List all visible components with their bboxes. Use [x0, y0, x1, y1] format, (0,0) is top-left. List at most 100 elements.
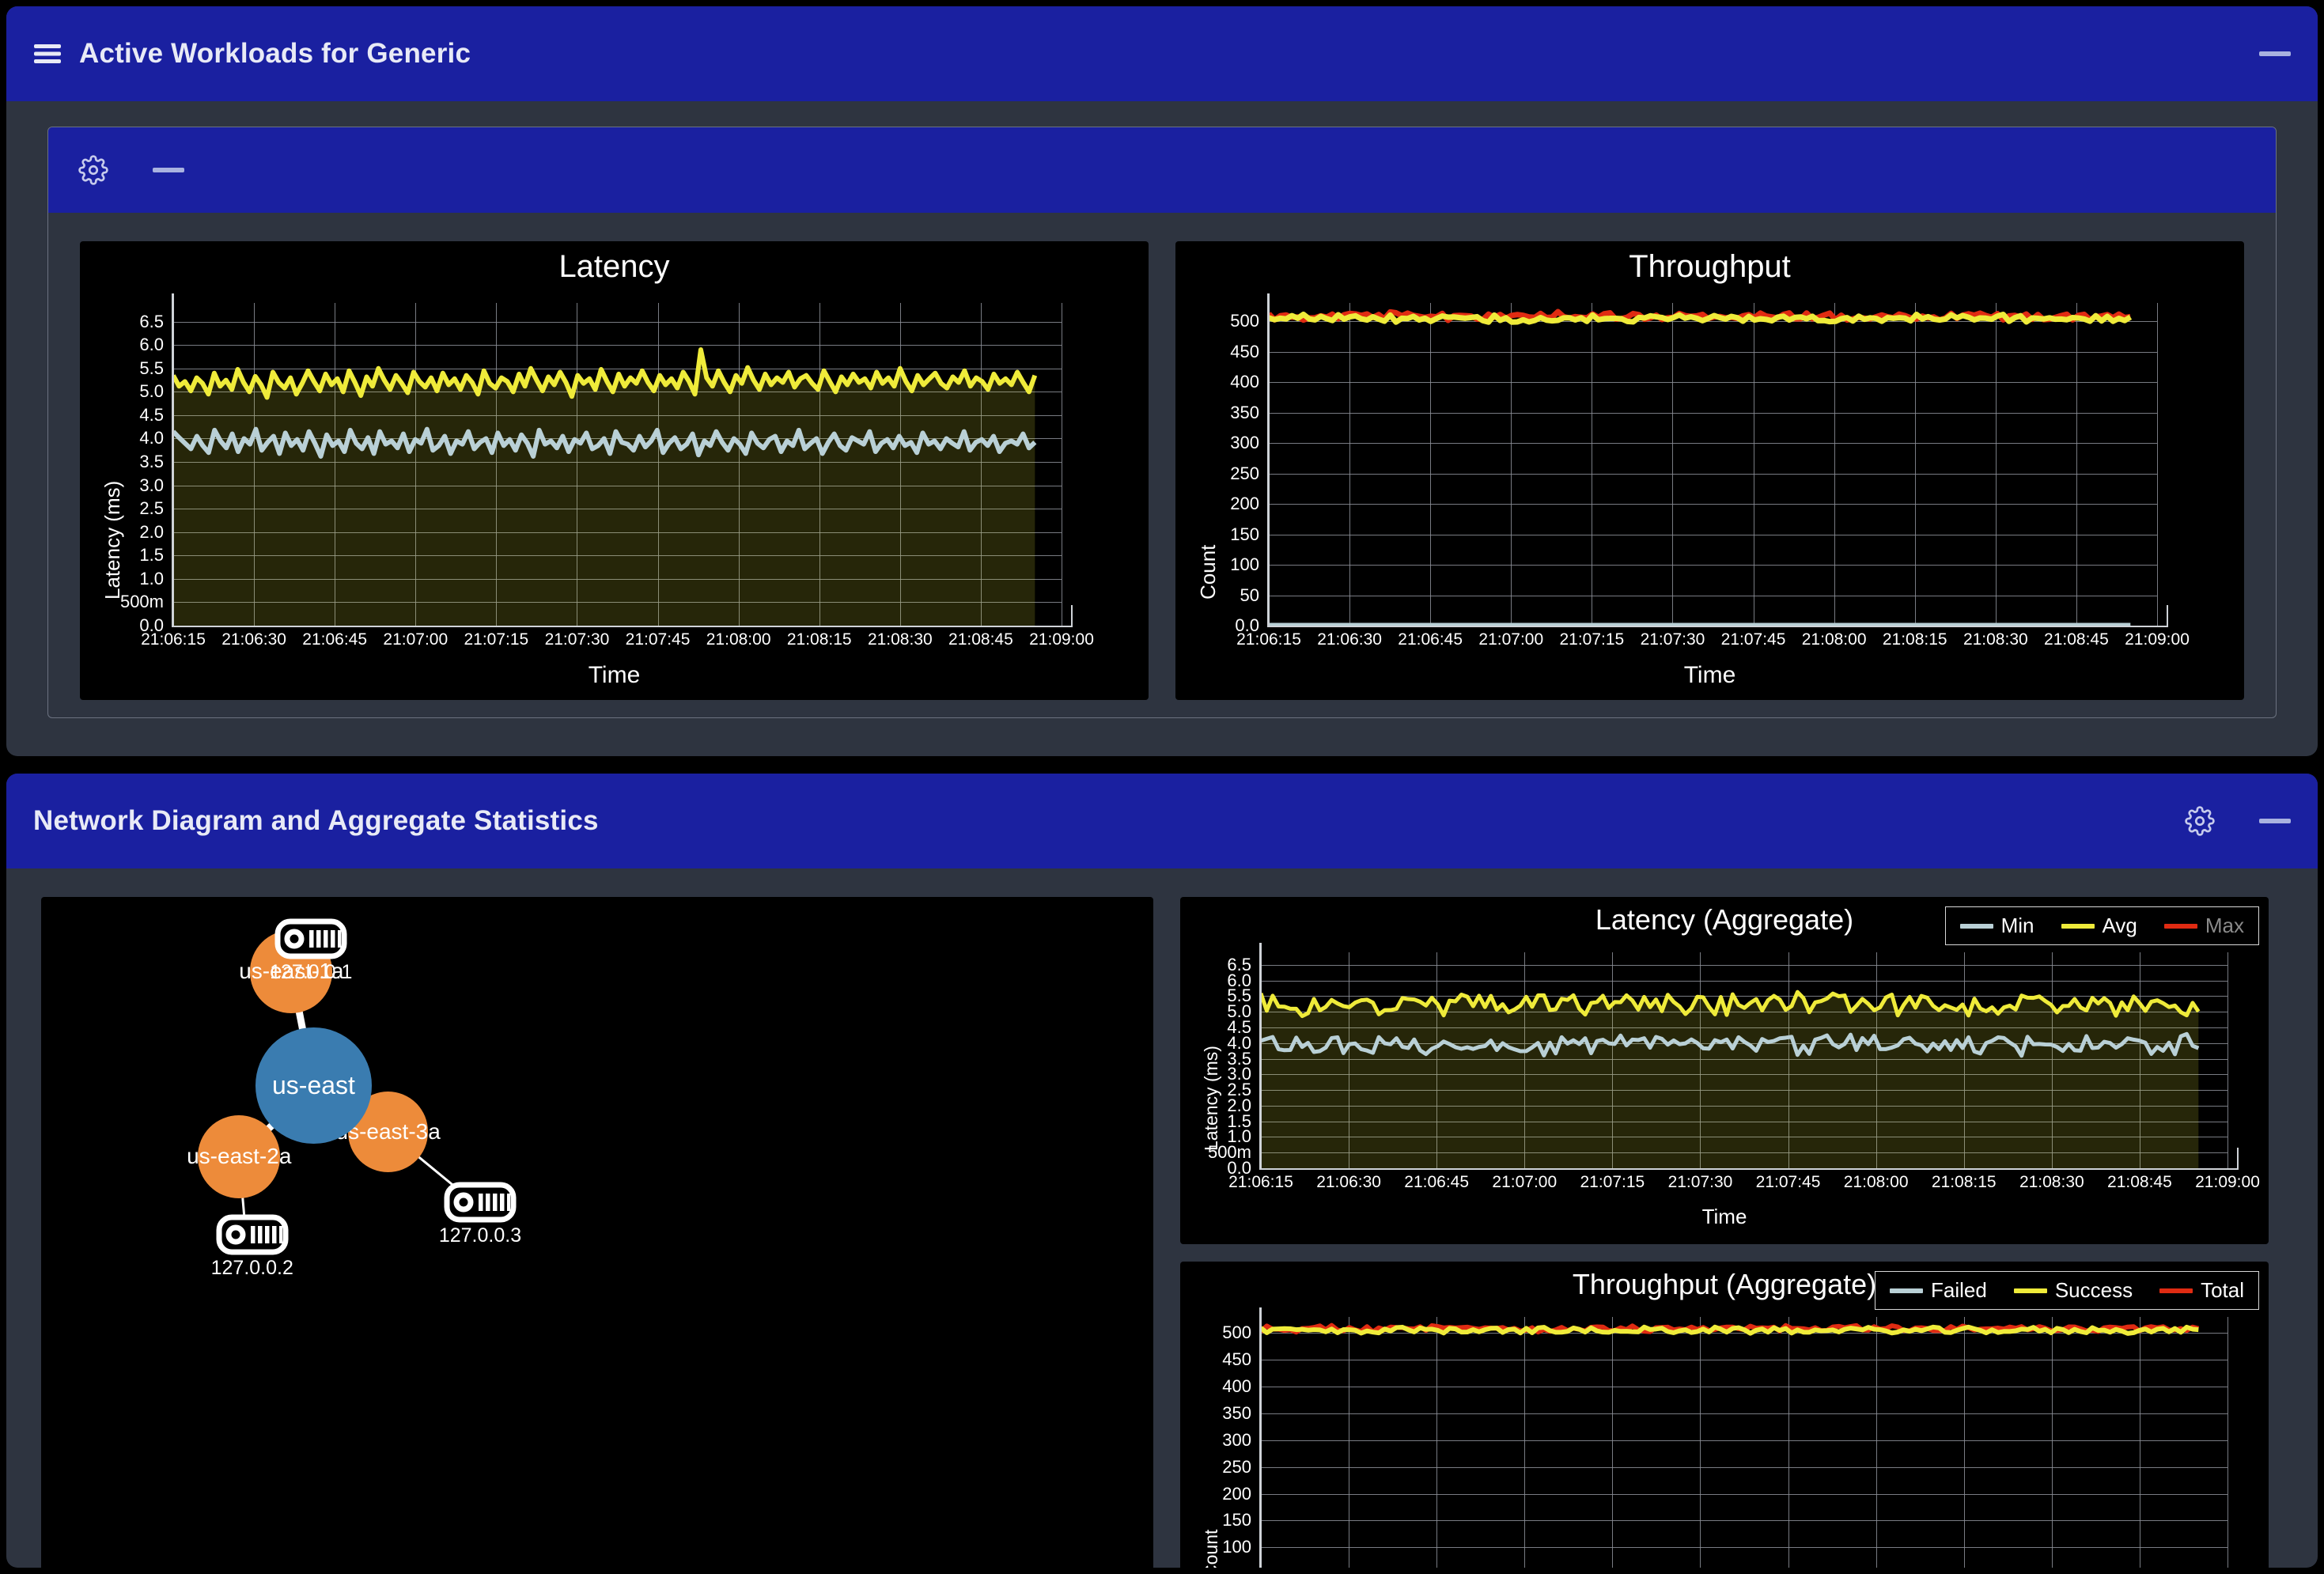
x-axis-tick: 21:07:00	[383, 630, 449, 649]
gridline	[1261, 1074, 2227, 1076]
network-topology[interactable]: us-east-1a 127.0.0.1 us-east-2a 127.0.0.2…	[41, 897, 1153, 1568]
legend-item[interactable]: Max	[2163, 914, 2244, 938]
series-fill	[173, 350, 1035, 626]
x-axis-tick: 21:06:45	[302, 630, 368, 649]
gridline	[1269, 321, 2157, 323]
y-axis-tick: 450	[1230, 341, 1259, 361]
y-axis-line	[1267, 293, 1270, 627]
x-axis-tick: 21:08:45	[2044, 630, 2109, 649]
chart-title: Throughput (Aggregate)	[1572, 1268, 1877, 1300]
x-axis-tick: 21:08:30	[867, 630, 933, 649]
y-axis-tick: 3.0	[1227, 1064, 1251, 1084]
inner-panel-header[interactable]	[48, 127, 2276, 213]
gridline	[1261, 1440, 2227, 1441]
gridline	[1672, 303, 1674, 626]
panel-network-header[interactable]: Network Diagram and Aggregate Statistics	[6, 774, 2318, 868]
y-axis-tick: 0.0	[139, 615, 164, 635]
x-axis-tick: 21:09:00	[2195, 1173, 2260, 1191]
x-axis-tick: 21:07:15	[1580, 1173, 1645, 1191]
gear-icon[interactable]	[2185, 806, 2215, 836]
y-axis-tick: 5.0	[139, 381, 164, 402]
gridline	[2051, 1317, 2053, 1568]
y-axis-tick: 1.5	[139, 545, 164, 566]
x-axis-tick: 21:06:45	[1404, 1173, 1470, 1191]
legend-item[interactable]: Failed	[1889, 1278, 1987, 1303]
chart-throughput[interactable]: Throughput 0.0 50 100 150 200 250 300 350 400 450 5…	[1175, 241, 2244, 700]
gridline	[1612, 952, 1614, 1168]
server-rack-icon[interactable]	[444, 1182, 517, 1227]
network-panel-body: us-east-1a 127.0.0.1 us-east-2a 127.0.0.2…	[6, 868, 2318, 1568]
chart-latency[interactable]: Latency 0.0 500m 1.0 1.5 2.0 2.5 3.0 3.5 4.0 4.5 5.…	[80, 241, 1149, 700]
legend-swatch	[1959, 923, 1993, 929]
gridline	[738, 303, 740, 626]
x-axis-tick: 21:06:15	[141, 630, 206, 649]
panel-active-workloads-header[interactable]: Active Workloads for Generic	[6, 6, 2318, 101]
chart-legend[interactable]: Min Avg Max	[1944, 906, 2259, 945]
x-axis-tick: 21:07:30	[1640, 630, 1705, 649]
x-axis-tick: 21:06:30	[1317, 630, 1382, 649]
gridline	[1612, 1317, 1614, 1568]
network-node-zone[interactable]: us-east-2a	[187, 1115, 291, 1198]
gridline	[1436, 1317, 1438, 1568]
y-axis-tick: 350	[1230, 402, 1259, 422]
gridline	[1963, 1317, 1965, 1568]
server-rack-icon[interactable]	[274, 918, 347, 963]
chart-legend[interactable]: Failed Success Total	[1874, 1271, 2259, 1310]
network-node-hub[interactable]: us-east	[255, 1027, 372, 1144]
legend-item[interactable]: Success	[2013, 1278, 2133, 1303]
y-axis-tick: 4.5	[1227, 1016, 1251, 1037]
gridline	[1261, 980, 2227, 982]
inner-minimize-button[interactable]	[153, 168, 184, 172]
hamburger-icon[interactable]	[33, 42, 62, 66]
x-axis-tick: 21:07:30	[1667, 1173, 1733, 1191]
y-axis-tick: 50	[1240, 585, 1259, 605]
gridline	[1430, 303, 1432, 626]
chart-latency-aggregate[interactable]: Latency (Aggregate) 0.0 500m 1.0 1.5 2.0 2.5 3.…	[1180, 897, 2269, 1244]
legend-label: Failed	[1930, 1278, 1987, 1302]
chart-throughput-aggregate[interactable]: Throughput (Aggregate) 100 150 200 250 300 350…	[1180, 1262, 2269, 1568]
y-axis-tick: 100	[1222, 1537, 1251, 1557]
network-edges	[237, 938, 475, 1235]
x-axis-tick: 21:08:45	[2107, 1173, 2172, 1191]
gridline	[1261, 1090, 2227, 1092]
series-line-avg	[173, 347, 1038, 400]
gridline	[1261, 996, 2227, 997]
y-axis-tick: 300	[1222, 1429, 1251, 1450]
legend-item[interactable]: Avg	[2061, 914, 2137, 938]
minimize-button[interactable]	[2259, 51, 2291, 56]
y-axis-tick: 6.0	[139, 335, 164, 355]
legend-item[interactable]: Total	[2159, 1278, 2244, 1303]
legend-item[interactable]: Min	[1959, 914, 2034, 938]
series-line-avg	[1261, 989, 2201, 1019]
legend-label: Success	[2054, 1278, 2133, 1302]
x-axis-tick: 21:07:30	[544, 630, 610, 649]
x-axis-label: Time	[1683, 662, 1736, 688]
y-axis-tick: 2.0	[139, 521, 164, 542]
gridline	[899, 303, 901, 626]
y-axis-tick: 1.5	[1227, 1111, 1251, 1131]
x-axis-tick: 21:07:45	[1755, 1173, 1821, 1191]
y-axis-tick: 4.0	[139, 428, 164, 448]
gridline	[980, 303, 982, 626]
plot-area	[1261, 952, 2228, 1169]
gridline	[1788, 1317, 1789, 1568]
server-rack-icon[interactable]	[216, 1214, 289, 1259]
x-axis-tick: 21:06:30	[1316, 1173, 1381, 1191]
series-line-min	[173, 426, 1037, 459]
x-axis-tick: 21:08:15	[786, 630, 852, 649]
inner-panel-workloads: Latency 0.0 500m 1.0 1.5 2.0 2.5 3.0 3.5 4.0 4.5 5.…	[47, 127, 2277, 718]
y-axis-tick: 4.0	[1227, 1032, 1251, 1053]
gear-icon[interactable]	[78, 155, 108, 185]
y-axis-tick: 400	[1230, 372, 1259, 392]
legend-label: Min	[2000, 914, 2034, 937]
chart-title: Throughput	[1629, 249, 1791, 284]
y-axis-label: Count	[1201, 1529, 1221, 1568]
minimize-button[interactable]	[2259, 819, 2291, 823]
y-axis-tick: 400	[1222, 1376, 1251, 1397]
gridline	[657, 303, 659, 626]
y-axis-tick: 250	[1230, 463, 1259, 483]
y-axis-tick: 5.5	[1227, 986, 1251, 1006]
x-axis-tick: 21:06:30	[221, 630, 286, 649]
gridline	[173, 555, 1062, 557]
y-axis-tick: 500m	[119, 592, 164, 612]
